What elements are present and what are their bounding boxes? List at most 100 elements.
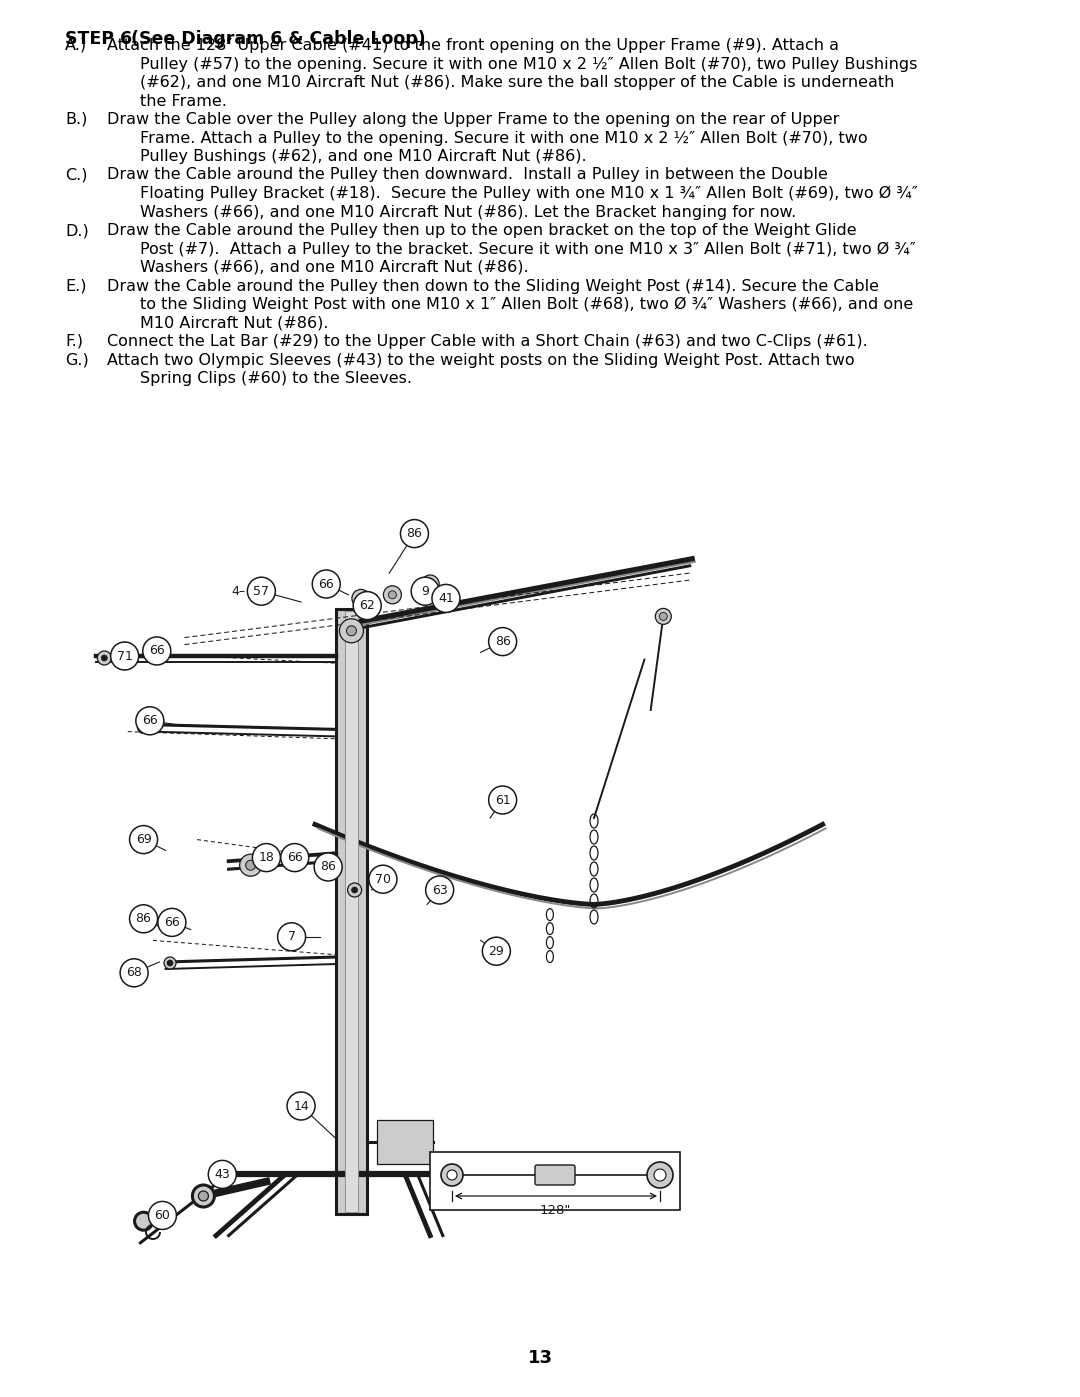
Circle shape: [654, 1169, 666, 1180]
Circle shape: [278, 923, 306, 951]
Text: the Frame.: the Frame.: [140, 94, 227, 109]
Text: D.): D.): [65, 224, 89, 237]
Circle shape: [427, 580, 434, 588]
Circle shape: [135, 1213, 152, 1231]
Circle shape: [120, 958, 148, 986]
Circle shape: [137, 721, 149, 733]
Circle shape: [130, 826, 158, 854]
Circle shape: [281, 844, 309, 872]
Text: 14: 14: [293, 1099, 309, 1112]
Text: Frame. Attach a Pulley to the opening. Secure it with one M10 x 2 ½″ Allen Bolt : Frame. Attach a Pulley to the opening. S…: [140, 130, 867, 145]
Text: Washers (#66), and one M10 Aircraft Nut (#86). Let the Bracket hanging for now.: Washers (#66), and one M10 Aircraft Nut …: [140, 204, 796, 219]
Text: 70: 70: [375, 873, 391, 886]
Text: Draw the Cable around the Pulley then downward.  Install a Pulley in between the: Draw the Cable around the Pulley then do…: [107, 168, 828, 183]
Circle shape: [389, 591, 396, 599]
Circle shape: [245, 861, 256, 870]
Text: 29: 29: [488, 944, 504, 958]
Circle shape: [352, 887, 357, 893]
Text: 71: 71: [117, 650, 133, 662]
Text: 68: 68: [126, 967, 143, 979]
Circle shape: [488, 787, 516, 814]
Circle shape: [208, 1161, 237, 1189]
FancyBboxPatch shape: [345, 612, 359, 1213]
Text: 18: 18: [258, 851, 274, 865]
Text: M10 Aircraft Nut (#86).: M10 Aircraft Nut (#86).: [140, 316, 328, 331]
Circle shape: [192, 1185, 215, 1207]
Circle shape: [339, 619, 364, 643]
Text: 62: 62: [360, 599, 375, 612]
Text: 66: 66: [319, 577, 334, 591]
Circle shape: [143, 637, 171, 665]
Text: 86: 86: [495, 636, 511, 648]
Text: 61: 61: [495, 793, 511, 806]
Text: Draw the Cable around the Pulley then down to the Sliding Weight Post (#14). Sec: Draw the Cable around the Pulley then do…: [107, 278, 879, 293]
Circle shape: [158, 908, 186, 936]
Circle shape: [247, 577, 275, 605]
Circle shape: [102, 655, 107, 661]
Text: (See Diagram 6 & Cable Loop): (See Diagram 6 & Cable Loop): [119, 29, 426, 47]
FancyBboxPatch shape: [377, 1120, 433, 1164]
Circle shape: [411, 577, 440, 605]
Circle shape: [441, 1164, 463, 1186]
Text: 63: 63: [432, 883, 447, 897]
Circle shape: [130, 905, 158, 933]
Circle shape: [167, 960, 173, 965]
Circle shape: [483, 937, 511, 965]
Circle shape: [164, 957, 176, 970]
Text: to the Sliding Weight Post with one M10 x 1″ Allen Bolt (#68), two Ø ¾″ Washers : to the Sliding Weight Post with one M10 …: [140, 298, 914, 313]
FancyBboxPatch shape: [535, 1165, 575, 1185]
Circle shape: [656, 609, 672, 624]
Text: Pulley Bushings (#62), and one M10 Aircraft Nut (#86).: Pulley Bushings (#62), and one M10 Aircr…: [140, 149, 586, 163]
Text: Spring Clips (#60) to the Sleeves.: Spring Clips (#60) to the Sleeves.: [140, 372, 411, 386]
Text: F.): F.): [65, 334, 83, 349]
Text: 43: 43: [215, 1168, 230, 1180]
Text: 9: 9: [421, 585, 429, 598]
Circle shape: [447, 1171, 457, 1180]
Circle shape: [199, 1192, 208, 1201]
Circle shape: [148, 1201, 176, 1229]
Circle shape: [659, 612, 667, 620]
Text: 128": 128": [539, 1204, 570, 1217]
FancyBboxPatch shape: [430, 1153, 680, 1210]
Circle shape: [353, 591, 381, 620]
Text: Attach the 128″ Upper Cable (#41) to the front opening on the Upper Frame (#9). : Attach the 128″ Upper Cable (#41) to the…: [107, 38, 839, 53]
Text: 86: 86: [136, 912, 151, 925]
Circle shape: [369, 865, 397, 893]
Circle shape: [97, 651, 111, 665]
Text: 66: 66: [287, 851, 302, 865]
Text: G.): G.): [65, 352, 89, 367]
Circle shape: [348, 883, 362, 897]
Text: Post (#7).  Attach a Pulley to the bracket. Secure it with one M10 x 3″ Allen Bo: Post (#7). Attach a Pulley to the bracke…: [140, 242, 916, 257]
FancyBboxPatch shape: [336, 609, 366, 1214]
Text: 4–: 4–: [231, 585, 245, 598]
Circle shape: [352, 590, 369, 608]
Text: STEP 6: STEP 6: [65, 29, 132, 47]
Text: 13: 13: [527, 1350, 553, 1368]
Circle shape: [253, 844, 281, 872]
Text: B.): B.): [65, 112, 87, 127]
Text: Connect the Lat Bar (#29) to the Upper Cable with a Short Chain (#63) and two C-: Connect the Lat Bar (#29) to the Upper C…: [107, 334, 867, 349]
Text: E.): E.): [65, 278, 86, 293]
Circle shape: [647, 1162, 673, 1187]
Text: Washers (#66), and one M10 Aircraft Nut (#86).: Washers (#66), and one M10 Aircraft Nut …: [140, 260, 528, 275]
Circle shape: [110, 643, 138, 671]
Text: 57: 57: [254, 585, 269, 598]
Text: 41: 41: [438, 592, 454, 605]
Circle shape: [136, 707, 164, 735]
Circle shape: [426, 876, 454, 904]
Circle shape: [421, 576, 440, 592]
Text: A.): A.): [65, 38, 87, 53]
Text: 86: 86: [320, 861, 336, 873]
Text: Attach two Olympic Sleeves (#43) to the weight posts on the Sliding Weight Post.: Attach two Olympic Sleeves (#43) to the …: [107, 352, 854, 367]
Circle shape: [383, 585, 402, 604]
Text: 7: 7: [287, 930, 296, 943]
Circle shape: [240, 854, 261, 876]
Circle shape: [314, 854, 342, 882]
Text: 66: 66: [141, 714, 158, 728]
Circle shape: [312, 570, 340, 598]
Text: Pulley (#57) to the opening. Secure it with one M10 x 2 ½″ Allen Bolt (#70), two: Pulley (#57) to the opening. Secure it w…: [140, 56, 917, 71]
Text: 60: 60: [154, 1208, 171, 1222]
Text: 86: 86: [406, 527, 422, 541]
Circle shape: [287, 1092, 315, 1120]
Text: (#62), and one M10 Aircraft Nut (#86). Make sure the ball stopper of the Cable i: (#62), and one M10 Aircraft Nut (#86). M…: [140, 75, 894, 89]
